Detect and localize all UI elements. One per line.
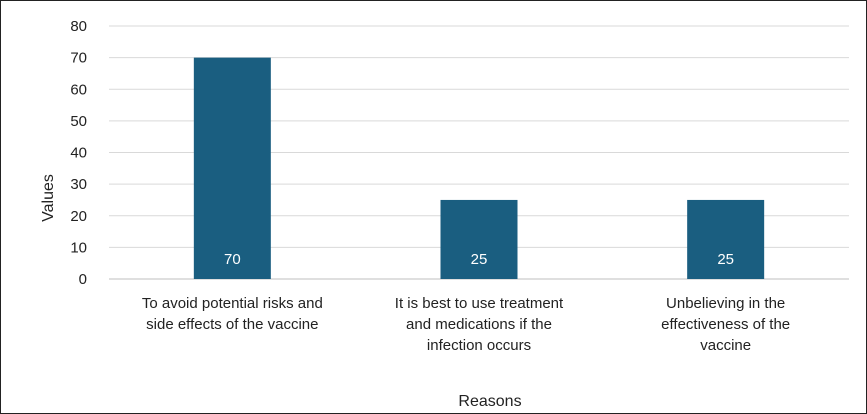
- data-label: 25: [471, 251, 488, 268]
- x-category-label-line: It is best to use treatment: [395, 295, 564, 312]
- x-category-label: It is best to use treatment and medicatio…: [395, 295, 564, 354]
- x-category-label-line: infection occurs: [427, 337, 531, 354]
- x-category-label: To avoid potential risks and side effects…: [142, 295, 323, 333]
- x-category-label: Unbelieving in the effectiveness of the va…: [661, 295, 790, 354]
- y-axis-title: Values: [40, 174, 57, 222]
- y-tick-label: 40: [70, 145, 87, 162]
- x-axis-categories: To avoid potential risks and side effects…: [142, 295, 790, 354]
- y-tick-label: 0: [79, 271, 87, 288]
- bars: [193, 57, 765, 279]
- y-axis-ticks: 0 10 20 30 40 50 60 70 80: [70, 18, 87, 288]
- y-tick-label: 10: [70, 239, 87, 256]
- data-label: 25: [717, 251, 734, 268]
- y-tick-label: 70: [70, 50, 87, 67]
- x-category-label-line: effectiveness of the: [661, 316, 790, 333]
- x-category-label-line: vaccine: [700, 337, 751, 354]
- y-tick-label: 30: [70, 176, 87, 193]
- bar: [687, 199, 765, 279]
- y-tick-label: 60: [70, 81, 87, 98]
- y-tick-label: 50: [70, 113, 87, 130]
- bar: [440, 199, 518, 279]
- x-category-label-line: Unbelieving in the: [666, 295, 785, 312]
- x-category-label-line: side effects of the vaccine: [146, 316, 318, 333]
- y-tick-label: 20: [70, 208, 87, 225]
- y-tick-label: 80: [70, 18, 87, 35]
- x-category-label-line: To avoid potential risks and: [142, 295, 323, 312]
- x-axis-title: Reasons: [458, 393, 521, 410]
- x-category-label-line: and medications if the: [406, 316, 552, 333]
- bar: [193, 57, 271, 279]
- data-labels: 70 25 25: [224, 251, 734, 268]
- data-label: 70: [224, 251, 241, 268]
